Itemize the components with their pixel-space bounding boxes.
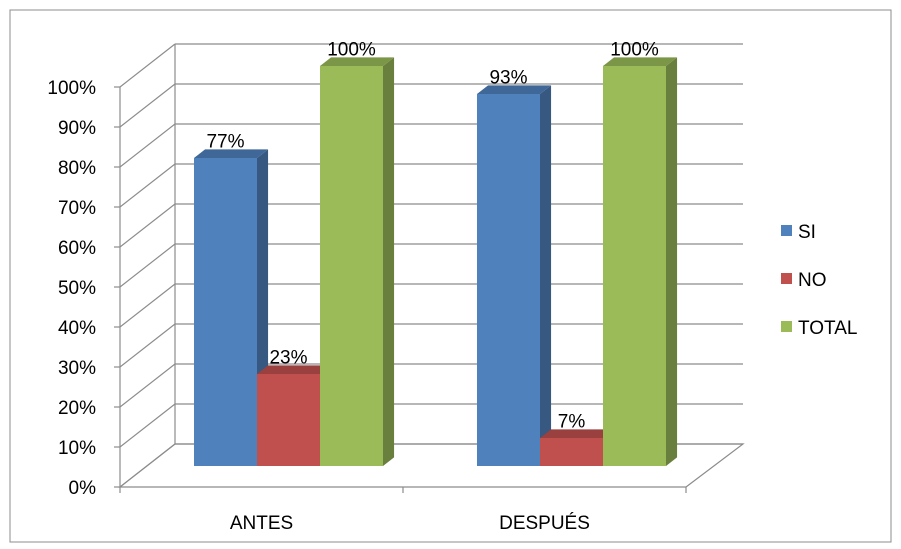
legend-label-total: TOTAL (798, 318, 857, 339)
side-gridline (119, 323, 176, 368)
bar-side (383, 57, 395, 467)
bar-top (194, 149, 269, 158)
y-tick-label: 80% (58, 158, 96, 179)
side-gridline (119, 363, 176, 408)
chart-border (9, 9, 892, 543)
side-gridline (119, 283, 176, 328)
bar-side (666, 57, 678, 467)
y-tick-label: 20% (58, 398, 96, 419)
y-tick-label: 60% (58, 238, 96, 259)
data-label: 7% (558, 411, 586, 432)
data-label: 100% (610, 39, 659, 60)
bar-layer (194, 57, 678, 467)
data-label: 23% (269, 347, 307, 368)
side-gridline (119, 163, 176, 208)
bar-top (477, 85, 552, 94)
y-tick-label: 0% (69, 478, 97, 499)
bar-top (320, 57, 395, 66)
legend: SI NO TOTAL (781, 222, 857, 339)
legend-label-no: NO (798, 270, 827, 291)
y-tick-label: 40% (58, 318, 96, 339)
legend-swatch-total (781, 321, 792, 332)
x-tick-label: ANTES (230, 513, 293, 534)
side-gridline (119, 123, 176, 168)
legend-swatch-no (781, 273, 792, 284)
floor (118, 443, 745, 488)
bar-no-1 (540, 438, 603, 466)
axis-layer: 0% 10% 20% 30% 40% 50% 60% 70% 80% 90% 100% ANTES DE… (47, 78, 687, 534)
label-layer: 77% 23% 100% 93% 7% 100% (206, 39, 658, 432)
side-gridline (119, 243, 176, 288)
data-label: 93% (489, 67, 527, 88)
data-label: 100% (327, 39, 376, 60)
bar-si-0 (194, 158, 257, 466)
y-tick-label: 30% (58, 358, 96, 379)
y-tick-label: 10% (58, 438, 96, 459)
y-tick-label: 50% (58, 278, 96, 299)
y-tick-label: 100% (47, 78, 96, 99)
side-gridline (119, 403, 176, 448)
side-gridline (119, 203, 176, 248)
data-label: 77% (206, 131, 244, 152)
x-tick-label: DESPUÉS (499, 513, 590, 534)
legend-label-si: SI (798, 222, 816, 243)
y-tick-label: 70% (58, 198, 96, 219)
side-gridline (119, 83, 176, 128)
legend-swatch-si (781, 225, 792, 236)
y-tick-label: 90% (58, 118, 96, 139)
bar-top (540, 429, 615, 438)
side-gridline (119, 43, 176, 88)
bar-top (603, 57, 678, 66)
bar-no-0 (257, 374, 320, 466)
bar-si-1 (477, 94, 540, 466)
bar-top (257, 365, 332, 374)
bar-side (540, 85, 552, 467)
bar-total-0 (320, 66, 383, 466)
bar-total-1 (603, 66, 666, 466)
